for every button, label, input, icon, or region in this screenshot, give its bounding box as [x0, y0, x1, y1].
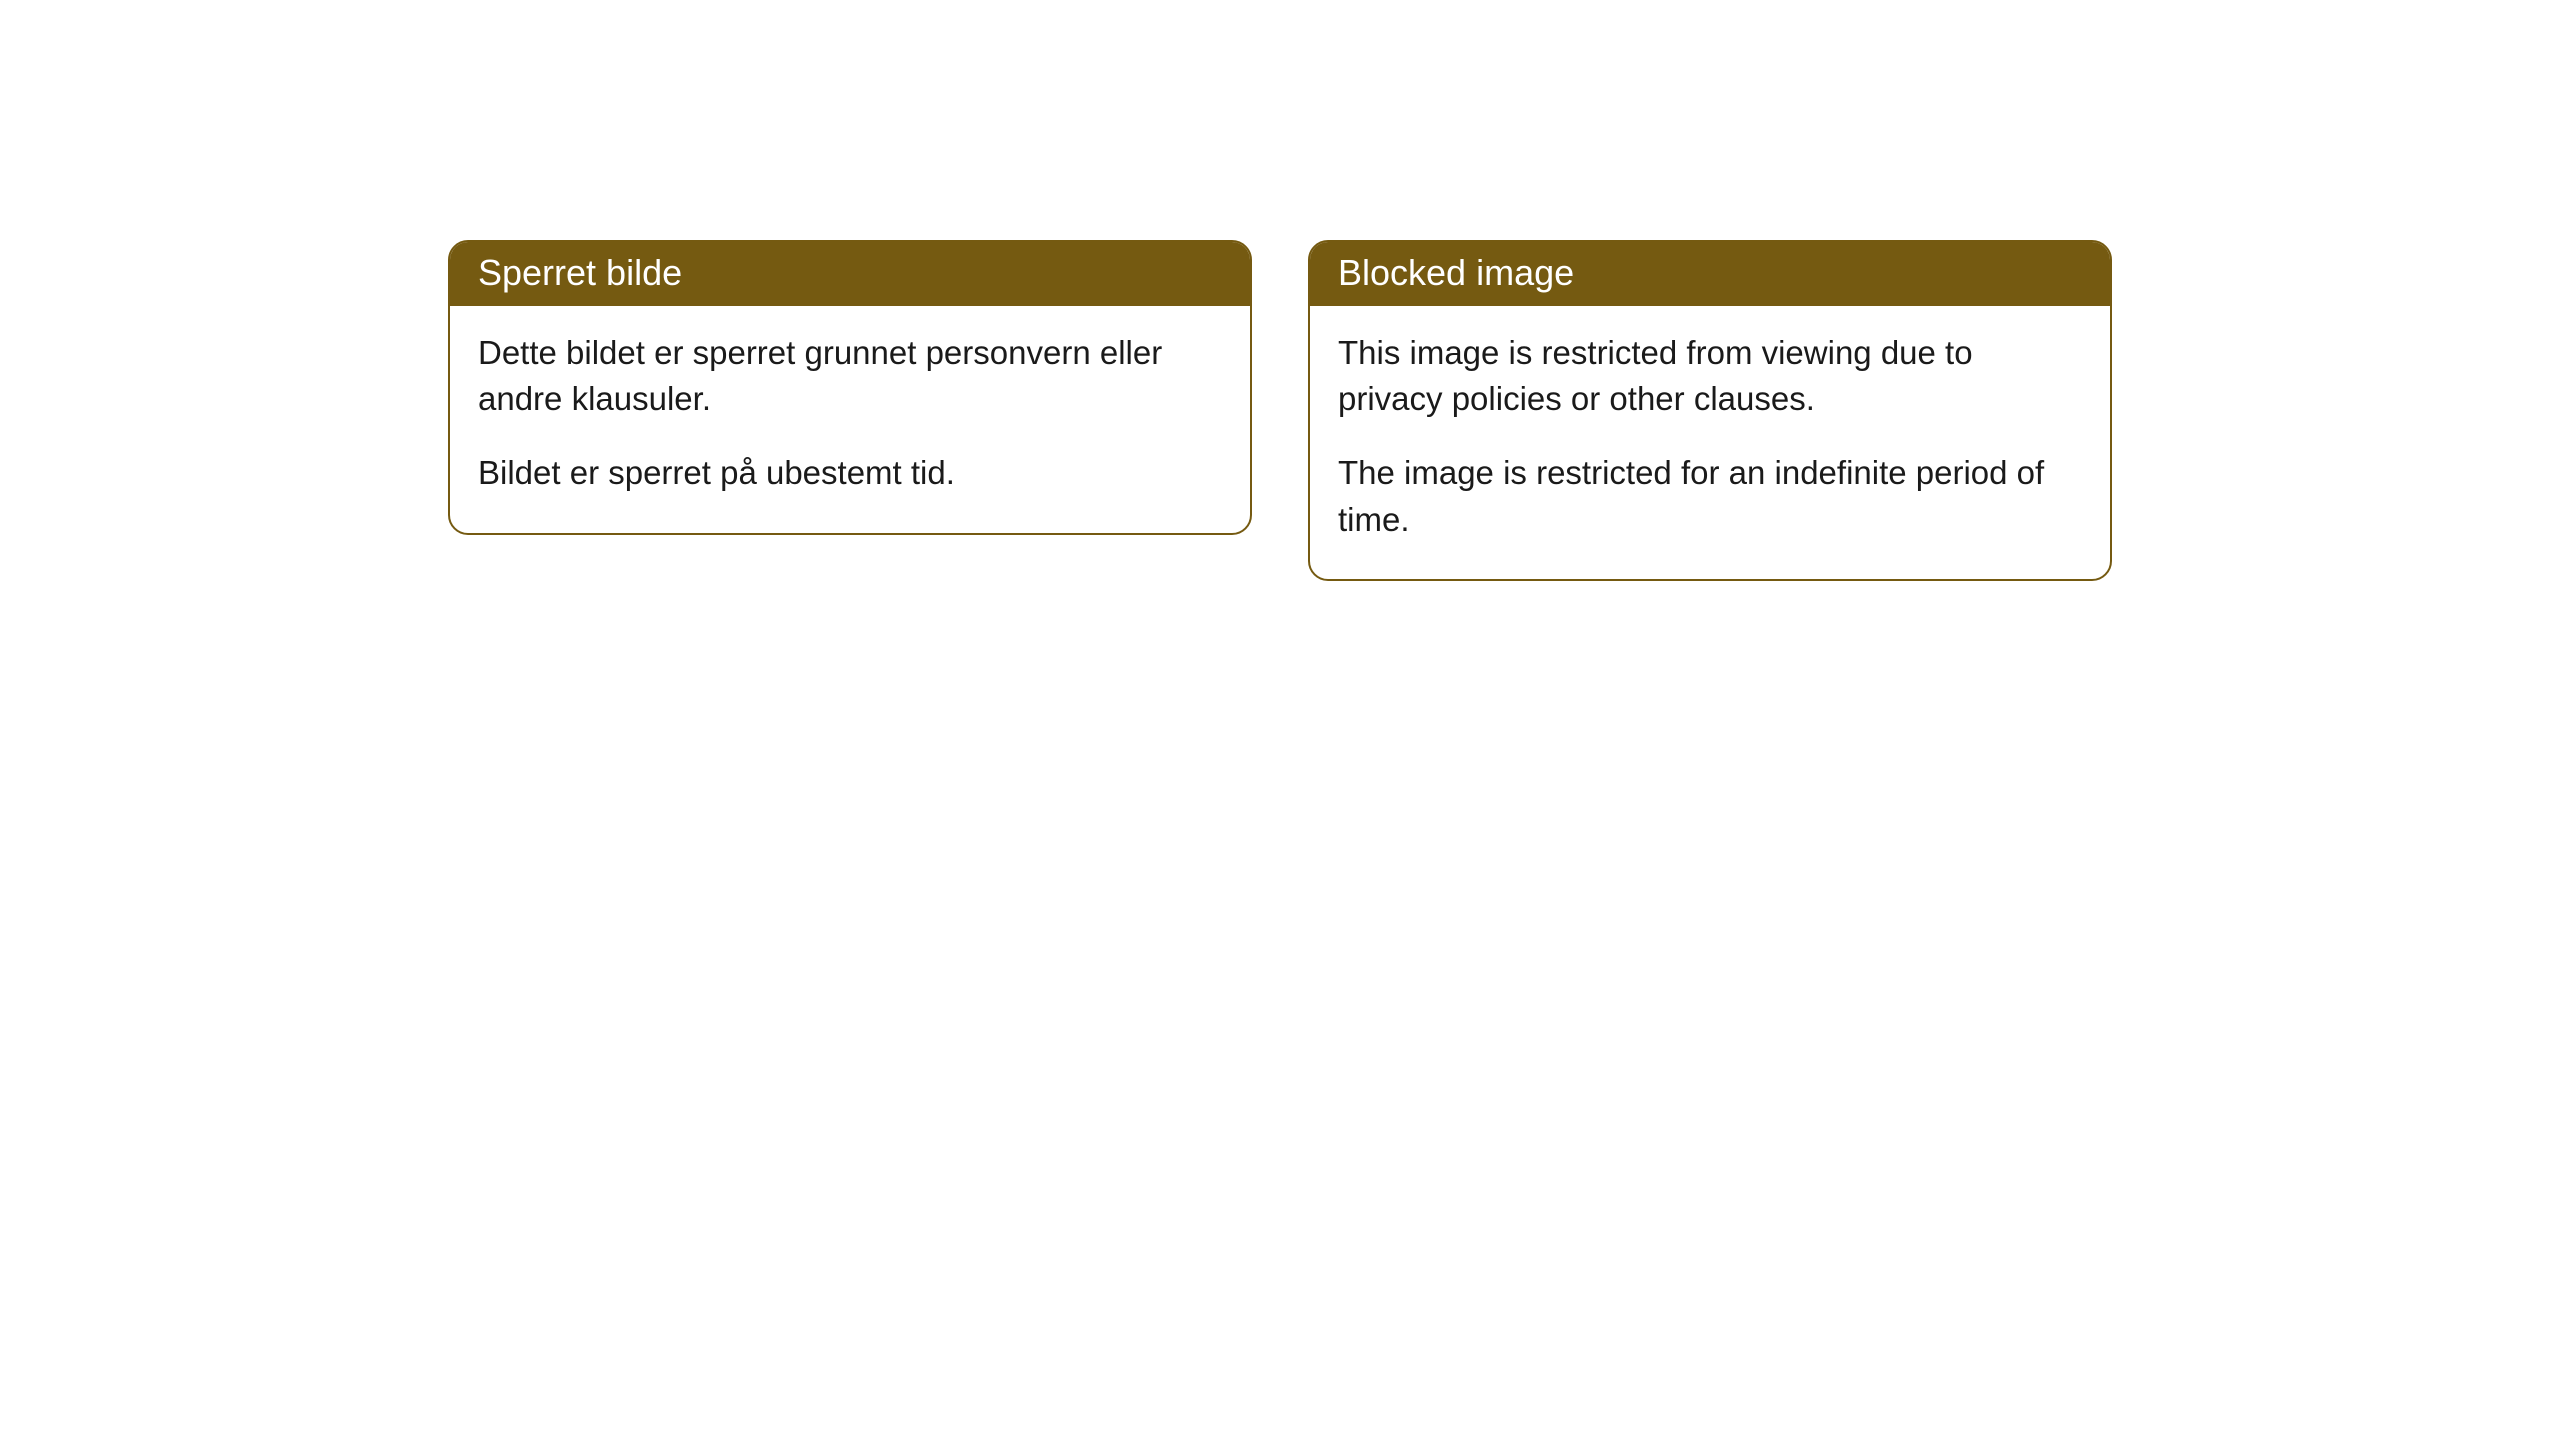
card-title: Sperret bilde	[478, 252, 682, 293]
card-header: Blocked image	[1310, 242, 2110, 306]
card-paragraph: This image is restricted from viewing du…	[1338, 330, 2082, 422]
card-paragraph: Dette bildet er sperret grunnet personve…	[478, 330, 1222, 422]
notice-card-norwegian: Sperret bilde Dette bildet er sperret gr…	[448, 240, 1252, 535]
card-body: This image is restricted from viewing du…	[1310, 306, 2110, 579]
notice-card-english: Blocked image This image is restricted f…	[1308, 240, 2112, 581]
card-title: Blocked image	[1338, 252, 1574, 293]
card-header: Sperret bilde	[450, 242, 1250, 306]
notice-container: Sperret bilde Dette bildet er sperret gr…	[448, 240, 2112, 1440]
card-paragraph: Bildet er sperret på ubestemt tid.	[478, 450, 1222, 496]
card-body: Dette bildet er sperret grunnet personve…	[450, 306, 1250, 533]
card-paragraph: The image is restricted for an indefinit…	[1338, 450, 2082, 542]
